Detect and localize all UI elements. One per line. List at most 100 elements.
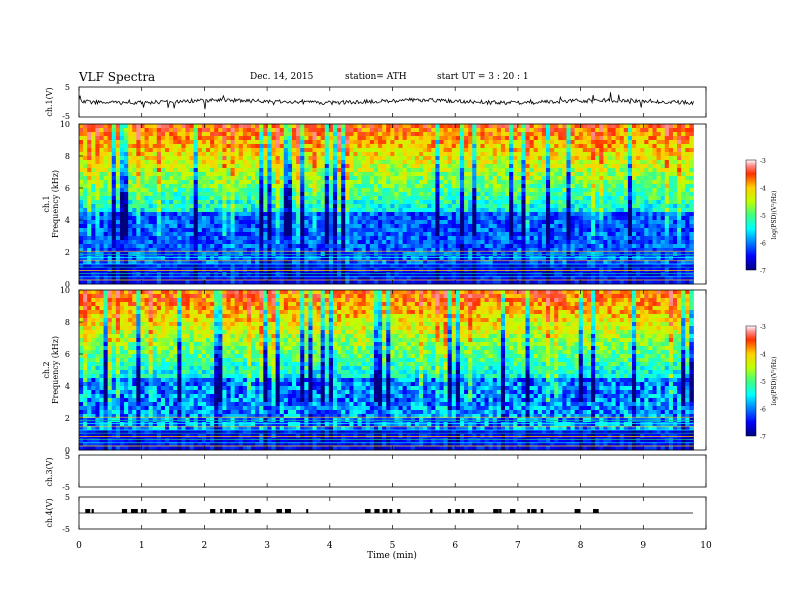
spectrogram-cell xyxy=(107,272,113,277)
spectrogram-cell xyxy=(189,196,195,201)
spectrogram-cell xyxy=(476,280,481,285)
spectrogram-cell xyxy=(349,176,354,181)
spectrogram-cell xyxy=(144,152,150,157)
spectrogram-cell xyxy=(496,148,502,153)
spectrogram-cell xyxy=(509,240,514,245)
spectrogram-cell xyxy=(357,276,363,281)
spectrogram-cell xyxy=(210,272,215,277)
spectrogram-cell xyxy=(238,280,244,285)
spectrogram-cell xyxy=(205,144,211,149)
spectrogram-cell xyxy=(255,132,260,137)
spectrogram-cell xyxy=(201,128,207,133)
ch1-ylabel: ch.1(V) xyxy=(45,87,54,116)
spectrogram-cell xyxy=(103,176,109,181)
spectrogram-cell xyxy=(95,208,100,213)
spectrogram-cell xyxy=(402,244,408,249)
spectrogram-cell xyxy=(378,192,383,197)
spectrogram-cell xyxy=(267,208,272,213)
spectrogram-cell xyxy=(398,240,404,245)
spectrogram-cell xyxy=(345,128,350,133)
spectrogram-cell xyxy=(382,152,387,157)
spectrogram-cell xyxy=(181,244,186,249)
spectrogram-cell xyxy=(99,136,104,141)
spectrogram-cell xyxy=(263,208,268,213)
spectrogram-cell xyxy=(140,244,145,249)
spectrogram-cell xyxy=(140,192,145,197)
spectrogram-cell xyxy=(505,132,510,137)
spectrogram-cell xyxy=(447,224,453,229)
spectrogram-cell xyxy=(132,244,137,249)
spectrogram-cell xyxy=(152,272,158,277)
spectrogram-cell xyxy=(107,232,113,237)
spectrogram-cell xyxy=(554,240,559,245)
spectrogram-cell xyxy=(414,272,420,277)
spectrogram-cell xyxy=(447,152,453,157)
spectrogram-cell xyxy=(537,264,543,269)
spectrogram-cell xyxy=(136,164,141,169)
spectrogram-cell xyxy=(210,200,215,205)
spectrogram-cell xyxy=(107,212,113,217)
spectrogram-cell xyxy=(83,152,88,157)
spectrogram-cell xyxy=(177,248,182,253)
spectrogram-cell xyxy=(210,172,215,177)
spectrogram-cell xyxy=(357,224,363,229)
spectrogram-cell xyxy=(279,272,285,277)
spectrogram-cell xyxy=(414,204,420,209)
spectrogram-cell xyxy=(529,224,535,229)
spectrogram-cell xyxy=(533,276,539,281)
spectrogram-cell xyxy=(177,260,182,265)
spectrogram-cell xyxy=(189,132,195,137)
spectrogram-cell xyxy=(406,172,412,177)
spectrogram-cell xyxy=(562,192,567,197)
spectrogram-cell xyxy=(468,264,473,269)
spectrogram-cell xyxy=(550,148,555,153)
spectrogram-cell xyxy=(545,168,551,173)
spectrogram-cell xyxy=(472,152,477,157)
spectrogram-cell xyxy=(87,272,92,277)
spectrogram-cell xyxy=(304,204,309,209)
spectrogram-cell xyxy=(115,192,121,197)
spectrogram-cell xyxy=(300,212,305,217)
spectrogram-cell xyxy=(230,168,236,173)
spectrogram-cell xyxy=(361,128,367,133)
spectrogram-cell xyxy=(451,184,457,189)
spectrogram-cell xyxy=(398,180,404,185)
spectrogram-cell xyxy=(292,272,297,277)
spectrogram-cell xyxy=(570,124,576,129)
spectrogram-cell xyxy=(238,228,244,233)
spectrogram-cell xyxy=(353,176,358,181)
spectrogram-cell xyxy=(255,192,260,197)
spectrogram-cell xyxy=(324,188,330,193)
spectrogram-cell xyxy=(435,128,440,133)
spectrogram-cell xyxy=(566,220,571,225)
spectrogram-cell xyxy=(500,160,506,165)
spectrogram-cell xyxy=(283,128,289,133)
spectrogram-cell xyxy=(398,228,404,233)
spectrogram-cell xyxy=(533,244,539,249)
spectrogram-cell xyxy=(238,208,244,213)
spectrogram-cell xyxy=(529,128,535,133)
spectrogram-cell xyxy=(214,220,219,225)
spectrogram-cell xyxy=(500,208,506,213)
spectrogram-cell xyxy=(218,172,223,177)
spectrogram-cell xyxy=(115,232,121,237)
spectrogram-cell xyxy=(300,184,305,189)
spectrogram-cell xyxy=(443,172,449,177)
spectrogram-cell xyxy=(300,200,305,205)
spectrogram-cell xyxy=(369,220,375,225)
spectrogram-cell xyxy=(210,212,215,217)
spectrogram-cell xyxy=(357,176,363,181)
spectrogram-cell xyxy=(320,152,326,157)
spectrogram-cell xyxy=(427,224,432,229)
spectrogram-cell xyxy=(562,136,567,141)
spectrogram-cell xyxy=(369,168,375,173)
spectrogram-cell xyxy=(320,180,326,185)
spectrogram-cell xyxy=(193,204,199,209)
spectrogram-cell xyxy=(328,220,334,225)
spectrogram-cell xyxy=(304,220,309,225)
spectrogram-cell xyxy=(373,212,379,217)
spectrogram-cell xyxy=(394,248,399,253)
spectrogram-cell xyxy=(214,276,219,281)
spectrogram-cell xyxy=(419,272,424,277)
spectrogram-cell xyxy=(492,280,498,285)
